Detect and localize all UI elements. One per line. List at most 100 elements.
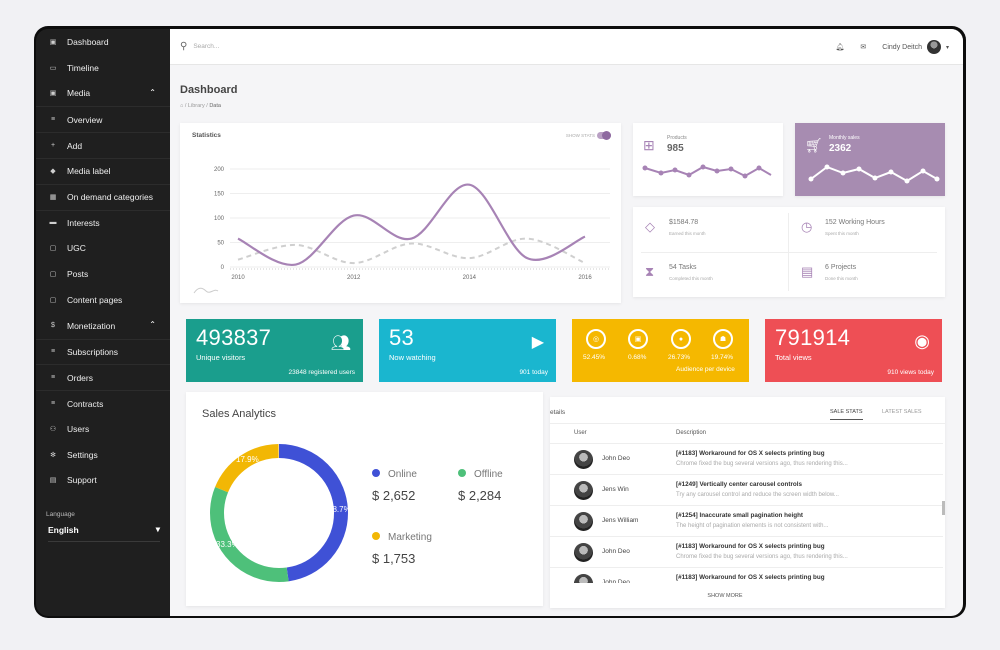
y-tick-label: 150: [214, 192, 225, 198]
y-tick-label: 50: [217, 241, 224, 247]
sidebar-item-label: On demand categories: [67, 192, 153, 203]
x-tick-label: 2014: [463, 275, 477, 281]
sidebar-item-label: Monetization: [67, 320, 116, 331]
sidebar-item-contracts[interactable]: ≡ Contracts: [36, 390, 170, 416]
table-row[interactable]: John Deo [#1183] Workaround for OS X sele…: [550, 536, 943, 567]
sidebar-item-interests[interactable]: ▬ Interests: [36, 209, 170, 236]
kpi-sub: 23848 registered users: [288, 369, 356, 376]
chat-icon: ▢: [49, 271, 57, 279]
sidebar-item-dashboard[interactable]: ▣ Dashboard: [36, 29, 170, 55]
monthly-sales-sparkline: [808, 164, 940, 184]
mail-icon[interactable]: ✉: [860, 44, 867, 51]
small-stat: ◇ $1584.78 Earned this month: [641, 217, 781, 247]
sales-donut: [210, 444, 348, 582]
kpi-label: Unique visitors: [196, 353, 246, 362]
breadcrumb: ⌂ / Library / Data: [180, 103, 221, 109]
table-row[interactable]: Jens Win [#1249] Vertically center carous…: [550, 474, 943, 505]
users-icon: ⚇: [49, 425, 57, 433]
x-tick-label: 2012: [347, 275, 361, 281]
sidebar-item-timeline[interactable]: ▭ Timeline: [36, 55, 170, 81]
projects-icon: ▤: [801, 264, 814, 279]
bell-icon[interactable]: 🔔︎: [835, 44, 845, 51]
sidebar-item-orders[interactable]: ≡ Orders: [36, 364, 170, 390]
sidebar-item-content-pages[interactable]: ▢ Content pages: [36, 287, 170, 313]
topbar: ⚲ Search... 🔔︎ ✉ Cindy Deitch ▾: [170, 29, 963, 65]
globe-icon: ◎: [586, 329, 606, 349]
table-row[interactable]: John Deo [#1183] Workaround for OS X sele…: [550, 567, 943, 583]
sidebar-item-media-label[interactable]: ◆ Media label: [36, 157, 170, 184]
user-menu[interactable]: Cindy Deitch ▾: [882, 40, 949, 54]
legend-value: $ 2,652: [372, 488, 416, 503]
details-title: etails: [550, 409, 566, 416]
cart-icon: 🛒︎: [805, 137, 823, 153]
caret-down-icon: ▾: [155, 524, 160, 535]
kpi-unique-visitors: 493837 Unique visitors 23848 registered …: [186, 319, 363, 382]
plus-icon: +: [50, 142, 56, 150]
small-stat-value: $1584.78: [669, 219, 699, 226]
small-stat-value: 152 Working Hours: [825, 219, 885, 226]
apple-icon: ●: [671, 329, 691, 349]
user-name: Jens Win: [602, 486, 629, 493]
diamond-icon: ◇: [645, 219, 655, 234]
sidebar-item-support[interactable]: ▤ Support: [36, 468, 170, 494]
sidebar-item-overview[interactable]: ≡ Overview: [36, 106, 170, 132]
small-stat-caption: Spent this month: [825, 231, 859, 236]
percent-label: 0.68%: [628, 354, 647, 361]
sidebar-item-users[interactable]: ⚇ Users: [36, 416, 170, 442]
small-stat-caption: Done this month: [825, 276, 858, 281]
tab-sale-stats[interactable]: SALE STATS: [830, 409, 863, 420]
sidebar-item-settings[interactable]: ✻ Settings: [36, 442, 170, 468]
avatar: [574, 512, 593, 531]
table-row[interactable]: John Deo [#1183] Workaround for OS X sele…: [550, 443, 943, 474]
media-icon: ▣: [628, 329, 648, 349]
row-body: Chrome fixed the bug several versions ag…: [676, 461, 848, 467]
legend-name: Marketing: [388, 532, 432, 543]
language-select[interactable]: English ▾: [48, 524, 160, 543]
kpi-value: 791914: [775, 325, 851, 350]
label-icon: ▬: [49, 219, 57, 227]
show-stats-toggle[interactable]: [597, 131, 611, 140]
scrollbar[interactable]: [942, 501, 945, 515]
sidebar-item-label: Overview: [67, 114, 103, 125]
sidebar-item-media[interactable]: ▣ Media ⌃: [36, 81, 170, 107]
avatar: [574, 543, 593, 562]
show-more-button[interactable]: SHOW MORE: [707, 593, 743, 599]
legend-name: Online: [388, 469, 417, 480]
breadcrumb-item[interactable]: Library: [187, 103, 205, 109]
sidebar-item-monetization[interactable]: $ Monetization ⌃: [36, 313, 170, 339]
sidebar-item-on-demand-categories[interactable]: ▦ On demand categories: [36, 183, 170, 210]
sidebar-nav: ▣ Dashboard ▭ Timeline ▣ Media ⌃ ≡ Overview + Add ◆…: [36, 29, 170, 493]
sidebar-item-label: Posts: [67, 269, 89, 280]
column-header: User: [574, 430, 587, 436]
chat-icon: ▢: [49, 245, 57, 253]
sidebar-item-label: Timeline: [67, 62, 99, 73]
dollar-icon: $: [51, 322, 55, 330]
donut-label: 33.3%: [216, 540, 239, 549]
list-icon: ≡: [50, 400, 56, 408]
row-title: [#1183] Workaround for OS X selects prin…: [676, 543, 825, 550]
products-value: 985: [667, 143, 684, 154]
sidebar-item-ugc[interactable]: ▢ UGC: [36, 235, 170, 261]
support-icon: ▤: [49, 477, 57, 485]
avatar: [574, 481, 593, 500]
sidebar: ▣ Dashboard ▭ Timeline ▣ Media ⌃ ≡ Overview + Add ◆…: [36, 29, 170, 616]
tab-latest-sales[interactable]: LATEST SALES: [882, 409, 922, 415]
legend-marketing: Marketing $ 1,753: [372, 527, 432, 566]
legend-value: $ 2,284: [458, 488, 502, 503]
chevron-up-icon: ⌃: [149, 319, 156, 329]
kpi-label: Audience per device: [676, 366, 735, 373]
sidebar-item-label: Interests: [67, 217, 100, 228]
sidebar-item-posts[interactable]: ▢ Posts: [36, 261, 170, 287]
search-input[interactable]: Search...: [193, 43, 220, 50]
sidebar-item-add[interactable]: + Add: [36, 132, 170, 158]
x-tick-label: 2010: [231, 275, 245, 281]
sidebar-item-subscriptions[interactable]: ≡ Subscriptions: [36, 338, 170, 365]
y-tick-label: 0: [221, 265, 225, 271]
chevron-up-icon: ⌃: [149, 87, 156, 97]
home-icon[interactable]: ⌂: [180, 103, 184, 109]
small-stat-caption: Completed this month: [669, 276, 713, 281]
user-name: Jens William: [602, 517, 639, 524]
breadcrumb-item: Data: [209, 103, 221, 109]
search-box[interactable]: ⚲ Search...: [180, 41, 219, 52]
table-row[interactable]: Jens William [#1254] Inaccurate small pag…: [550, 505, 943, 536]
